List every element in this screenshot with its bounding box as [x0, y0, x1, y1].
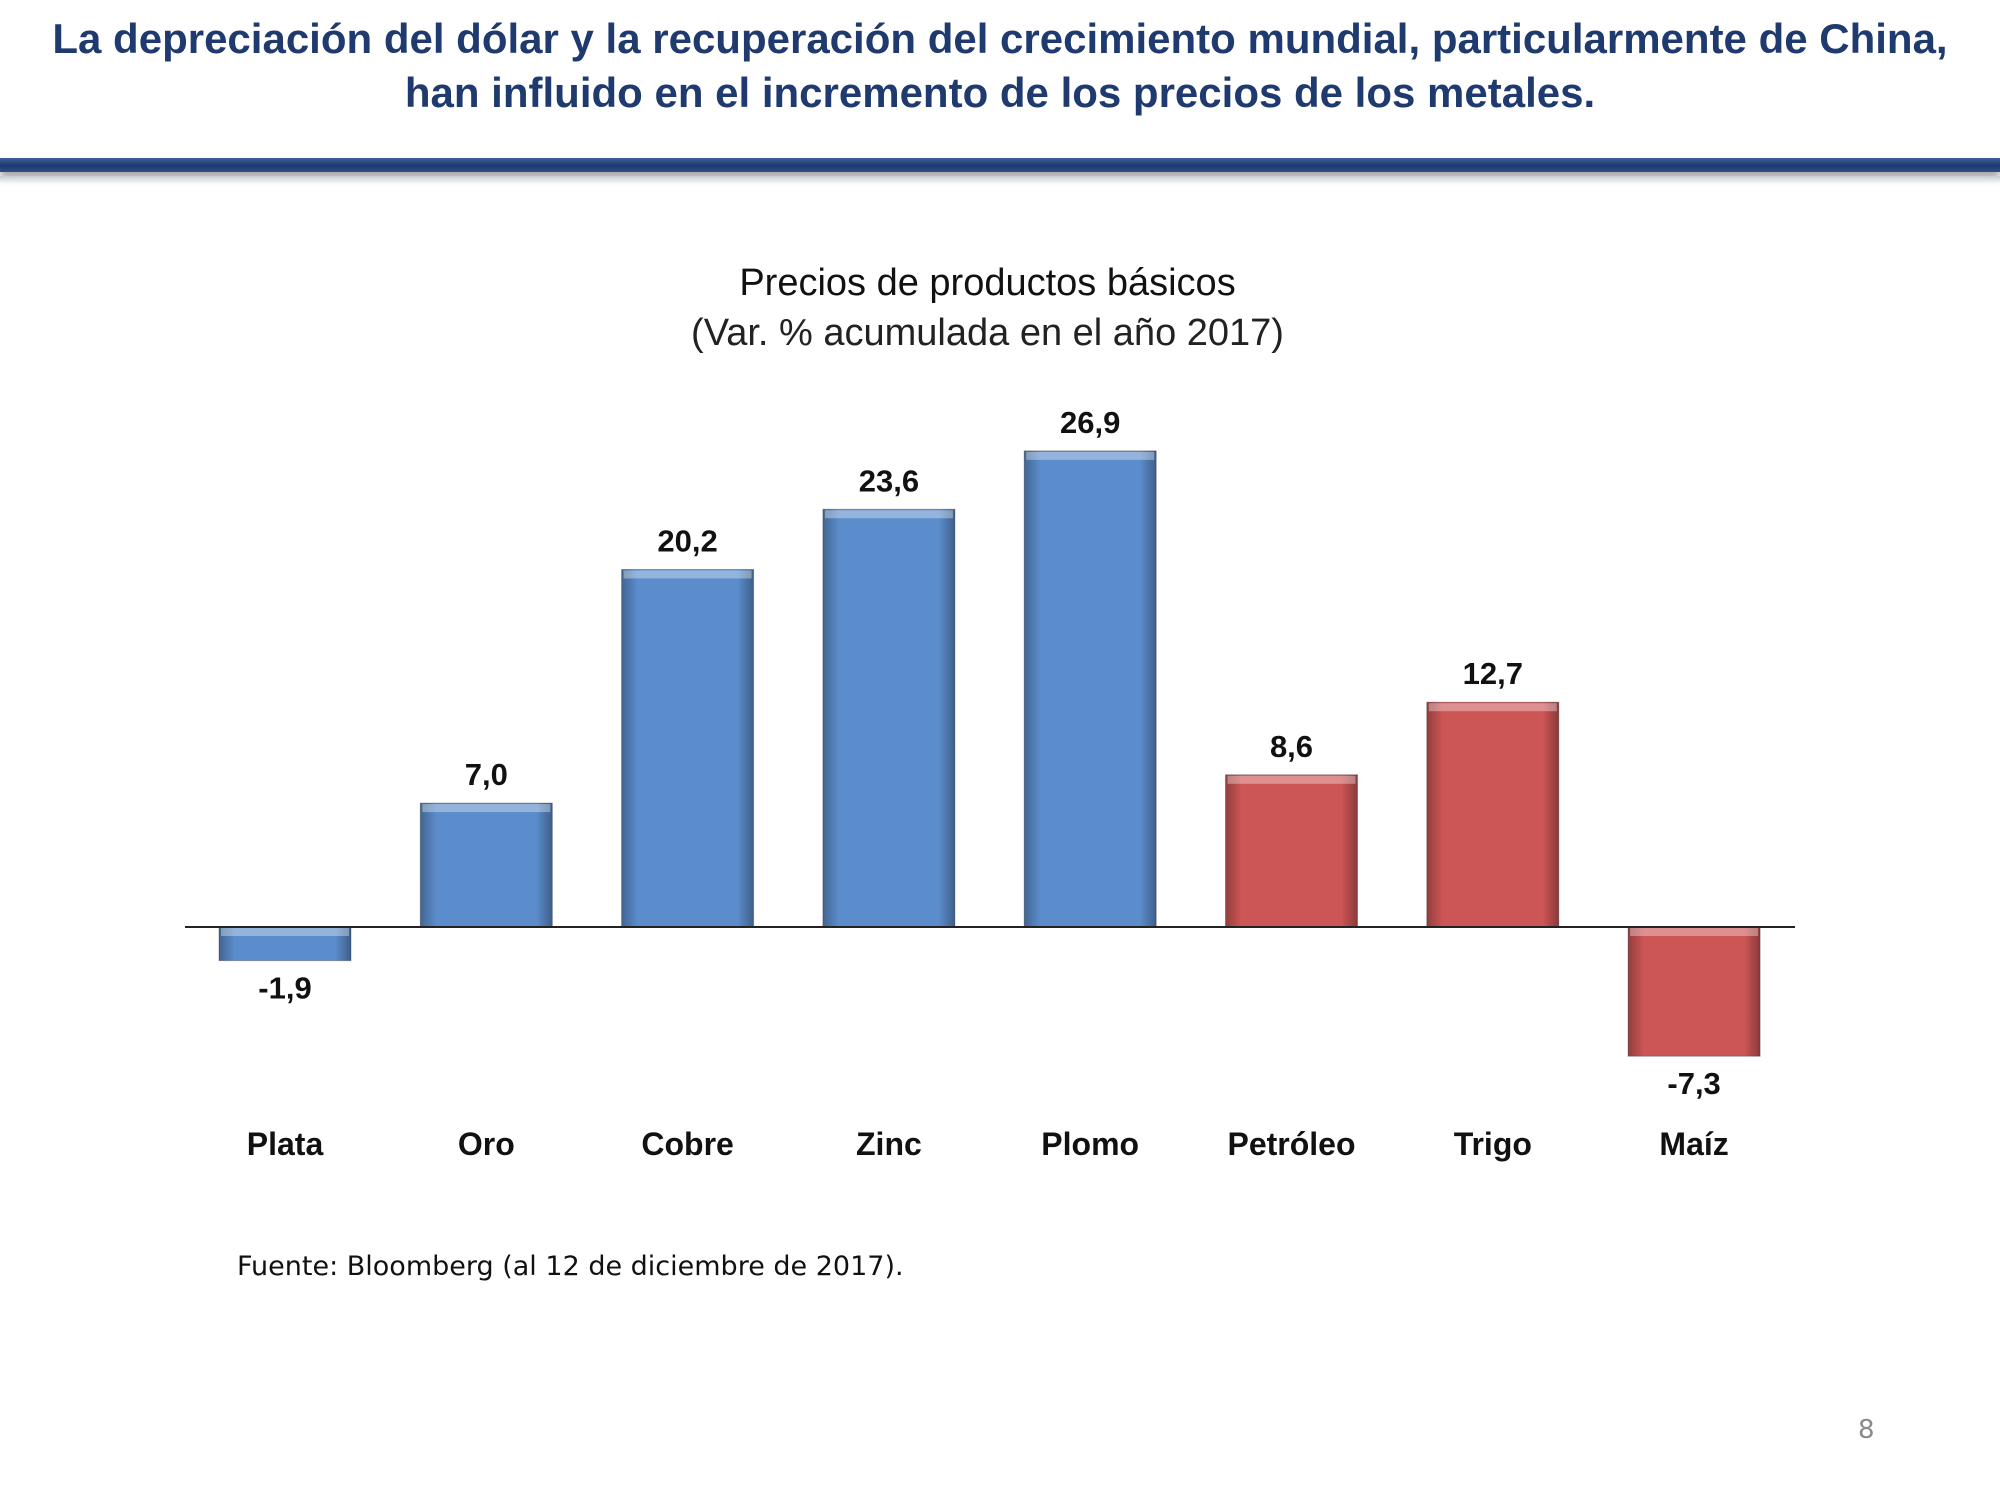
- bar-petroleo: [1225, 774, 1358, 928]
- source-note: Fuente: Bloomberg (al 12 de diciembre de…: [237, 1251, 904, 1282]
- bar-zinc-bevel: [822, 509, 955, 927]
- category-label-oro: Oro: [458, 1126, 515, 1162]
- bar-plomo-bevel: [1024, 450, 1157, 927]
- category-label-trigo: Trigo: [1454, 1126, 1532, 1162]
- header-rule: [0, 158, 2000, 172]
- category-label-plomo: Plomo: [1041, 1126, 1139, 1162]
- category-label-zinc: Zinc: [856, 1126, 922, 1162]
- bar-oro-bevel: [420, 803, 553, 927]
- bar-plata-highlight: [221, 928, 349, 936]
- bar-trigo-bevel: [1426, 702, 1559, 927]
- bar-cobre-highlight: [623, 570, 752, 579]
- bar-maiz: [1627, 926, 1761, 1057]
- bar-plomo-highlight: [1026, 451, 1155, 460]
- bar-plata-bevel: [219, 927, 351, 961]
- bar-maiz-bevel: [1628, 927, 1761, 1057]
- data-label-plata: -1,9: [258, 971, 311, 1006]
- bar-plata: [218, 926, 352, 962]
- data-label-maiz: -7,3: [1667, 1066, 1720, 1101]
- bar-petroleo-bevel: [1225, 774, 1358, 927]
- bar-cobre: [621, 568, 755, 928]
- bar-trigo: [1426, 701, 1560, 928]
- bar-zinc: [822, 508, 956, 928]
- page-number: 8: [1858, 1415, 1875, 1445]
- bar-cobre-bevel: [621, 569, 754, 927]
- category-label-plata: Plata: [247, 1126, 324, 1162]
- data-label-petroleo: 8,6: [1270, 729, 1313, 764]
- data-label-trigo: 12,7: [1463, 656, 1523, 691]
- bar-trigo-highlight: [1428, 703, 1557, 712]
- bar-plomo: [1023, 450, 1157, 928]
- bar-zinc-highlight: [824, 510, 953, 519]
- bar-oro: [419, 802, 553, 928]
- bar-maiz-highlight: [1630, 928, 1759, 936]
- bar-oro-highlight: [422, 804, 551, 813]
- header-rule-shadow: [0, 176, 2000, 182]
- category-label-petroleo: Petróleo: [1227, 1126, 1355, 1162]
- data-label-oro: 7,0: [465, 757, 508, 792]
- data-label-cobre: 20,2: [657, 523, 717, 558]
- category-label-maiz: Maíz: [1659, 1126, 1728, 1162]
- slide-headline: La depreciación del dólar y la recuperac…: [52, 15, 1948, 116]
- category-label-cobre: Cobre: [641, 1126, 733, 1162]
- chart-title: Precios de productos básicos: [739, 262, 1236, 304]
- data-label-plomo: 26,9: [1060, 405, 1120, 440]
- data-label-zinc: 23,6: [859, 463, 919, 498]
- bar-petroleo-highlight: [1227, 775, 1356, 784]
- chart-subtitle: (Var. % acumulada en el año 2017): [691, 312, 1284, 354]
